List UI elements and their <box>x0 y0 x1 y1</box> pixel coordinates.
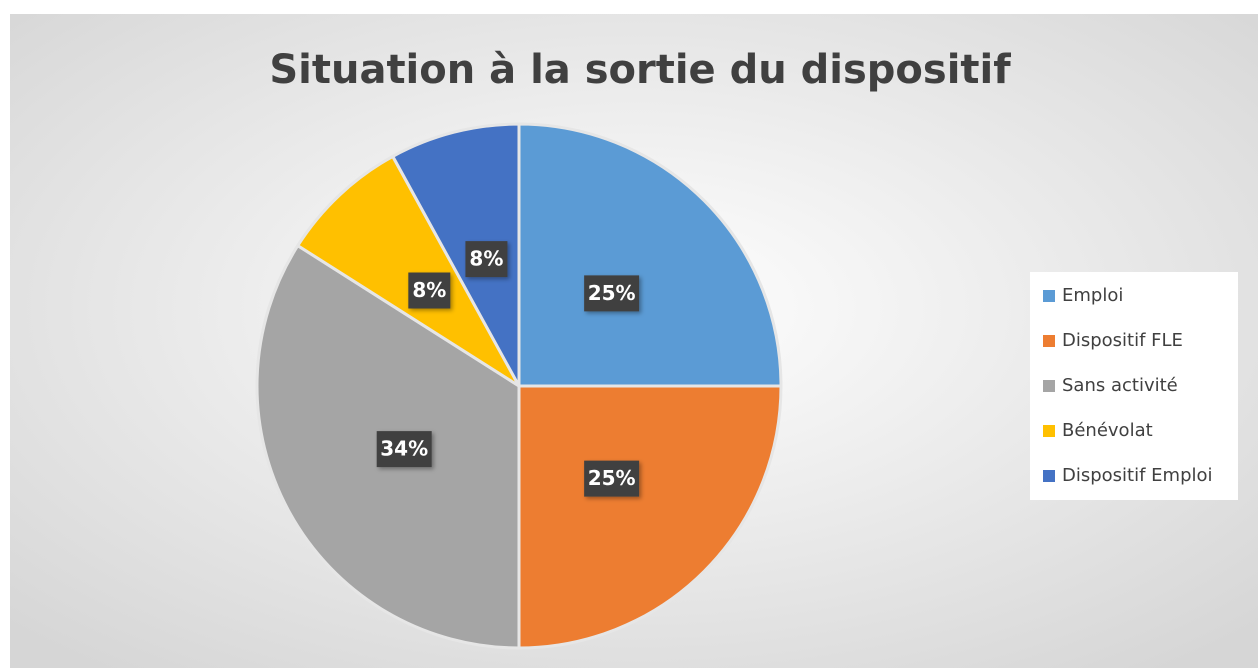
legend-marker <box>1043 425 1055 437</box>
pie-slice <box>517 122 783 388</box>
legend-label: Dispositif FLE <box>1062 330 1183 351</box>
data-label-box <box>584 460 640 497</box>
data-label: 25% <box>588 281 636 305</box>
data-label: 25% <box>588 466 636 490</box>
legend-label: Dispositif Emploi <box>1062 465 1213 486</box>
data-label-box <box>408 272 451 309</box>
pie-slice <box>390 122 521 387</box>
legend-marker <box>1043 335 1055 347</box>
legend-marker <box>1043 470 1055 482</box>
chart-title: Situation à la sortie du dispositif <box>269 47 1011 93</box>
data-label-box <box>376 431 432 468</box>
pie-slice <box>295 154 521 388</box>
data-label: 8% <box>412 278 446 302</box>
pie-slice <box>517 384 783 650</box>
data-label: 34% <box>380 437 428 461</box>
data-label-box <box>584 275 640 312</box>
legend-box <box>1030 272 1238 500</box>
legend-marker <box>1043 380 1055 392</box>
data-label-box <box>465 241 508 278</box>
data-label: 8% <box>469 247 503 271</box>
legend-label: Emploi <box>1062 285 1123 306</box>
legend-label: Bénévolat <box>1062 420 1153 441</box>
legend-marker <box>1043 290 1055 302</box>
legend-label: Sans activité <box>1062 375 1178 396</box>
